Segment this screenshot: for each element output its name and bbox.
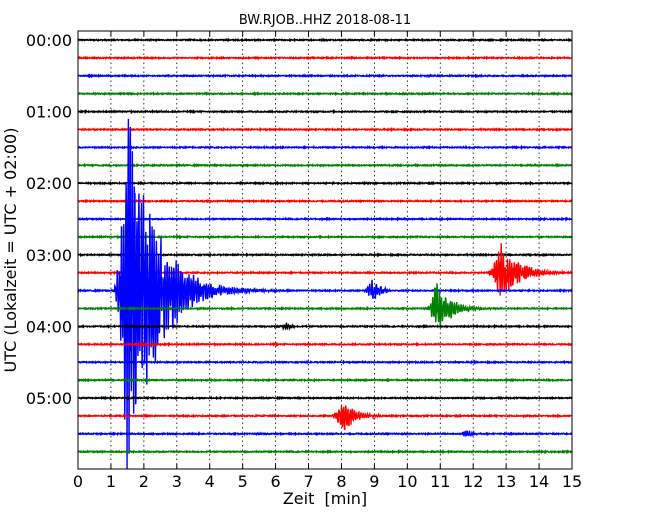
x-tick-label: 2 <box>139 472 149 491</box>
y-tick-label: 04:00 <box>26 317 72 336</box>
x-tick-label: 10 <box>397 472 417 491</box>
trace-line-21 <box>77 405 573 431</box>
trace-line-19 <box>77 377 573 383</box>
y-tick-label: 00:00 <box>26 31 72 50</box>
x-axis-label: Zeit [min] <box>283 489 367 508</box>
trace-line-17 <box>77 341 573 348</box>
trace-line-15 <box>77 283 573 328</box>
x-tick-label: 1 <box>106 472 116 491</box>
y-tick-label: 01:00 <box>26 103 72 122</box>
trace-line-18 <box>77 359 573 365</box>
trace-line-10 <box>77 216 573 222</box>
x-tick-label: 14 <box>529 472 549 491</box>
x-tick-label: 13 <box>496 472 516 491</box>
trace-line-16 <box>77 322 573 332</box>
y-tick-label: 03:00 <box>26 246 72 265</box>
plot-frame <box>77 30 573 470</box>
grid-layer <box>110 31 540 469</box>
x-axis-ticks: 0 1 2 3 4 5 6 7 8 9 10 11 12 13 14 15 <box>73 31 582 491</box>
trace-line-6 <box>77 144 573 151</box>
x-tick-label: 4 <box>205 472 215 491</box>
trace-line-23 <box>77 449 572 455</box>
x-tick-label: 12 <box>463 472 483 491</box>
x-tick-label: 6 <box>271 472 281 491</box>
trace-line-11 <box>77 234 573 240</box>
chart-title: BW.RJOB..HHZ 2018-08-11 <box>239 13 411 28</box>
x-tick-label: 3 <box>172 472 182 491</box>
x-tick-label: 0 <box>73 472 83 491</box>
trace-line-22 <box>77 429 573 438</box>
trace-line-5 <box>77 126 573 133</box>
trace-layer <box>77 37 573 470</box>
trace-line-0 <box>77 37 573 43</box>
y-axis-ticks: 00:00 01:00 02:00 03:00 04:00 05:00 <box>26 31 572 408</box>
x-tick-label: 8 <box>336 472 346 491</box>
trace-line-3 <box>77 90 573 97</box>
x-tick-label: 9 <box>369 472 379 491</box>
y-axis-label: UTC (Lokalzeit = UTC + 02:00) <box>1 128 20 373</box>
x-tick-label: 7 <box>303 472 313 491</box>
trace-line-4 <box>77 108 573 115</box>
trace-line-1 <box>77 55 573 61</box>
trace-line-8 <box>77 180 573 186</box>
trace-line-14 <box>77 118 573 470</box>
trace-line-9 <box>77 198 573 204</box>
x-tick-label: 15 <box>562 472 582 491</box>
x-tick-label: 11 <box>430 472 450 491</box>
trace-line-7 <box>77 162 573 169</box>
y-tick-label: 05:00 <box>26 389 72 408</box>
x-tick-label: 5 <box>238 472 248 491</box>
trace-line-2 <box>77 73 573 79</box>
trace-line-20 <box>77 395 573 401</box>
y-tick-label: 02:00 <box>26 174 72 193</box>
